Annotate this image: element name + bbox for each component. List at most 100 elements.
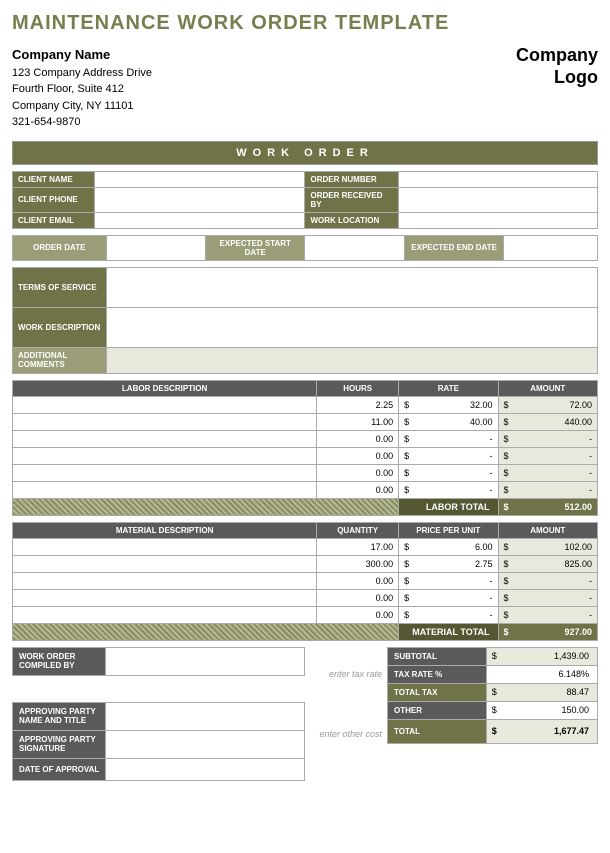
approve-date-input[interactable] [106, 758, 305, 780]
table-cell[interactable]: $- [399, 464, 498, 481]
table-cell[interactable]: $32.00 [399, 396, 498, 413]
other-hint: enter other cost [305, 729, 387, 739]
end-date-input[interactable] [504, 235, 598, 260]
start-date-input[interactable] [305, 235, 404, 260]
table-cell[interactable]: $825.00 [498, 555, 597, 572]
received-by-label: ORDER RECEIVED BY [305, 187, 399, 212]
table-cell[interactable]: $- [498, 481, 597, 498]
compiled-input[interactable] [106, 647, 305, 675]
client-name-input[interactable] [94, 171, 305, 187]
table-cell[interactable]: 0.00 [317, 447, 399, 464]
comments-label: ADDITIONAL COMMENTS [13, 347, 107, 373]
table-cell[interactable] [13, 538, 317, 555]
approve-sig-label: APPROVING PARTY SIGNATURE [13, 730, 106, 758]
work-desc-label: WORK DESCRIPTION [13, 307, 107, 347]
received-by-input[interactable] [399, 187, 598, 212]
labor-total: $512.00 [498, 498, 597, 515]
table-cell[interactable]: 2.25 [317, 396, 399, 413]
material-total: $927.00 [498, 623, 597, 640]
table-cell[interactable]: $- [399, 606, 498, 623]
table-cell[interactable]: $- [399, 481, 498, 498]
table-cell[interactable] [13, 413, 317, 430]
company-addr1: 123 Company Address Drive [12, 65, 152, 82]
work-location-input[interactable] [399, 212, 598, 228]
table-cell[interactable] [13, 555, 317, 572]
table-cell[interactable]: 0.00 [317, 606, 399, 623]
labor-hours-header: HOURS [317, 380, 399, 396]
table-cell[interactable]: $72.00 [498, 396, 597, 413]
hatch-spacer [13, 498, 399, 515]
work-order-bar: WORK ORDER [12, 141, 598, 165]
table-cell[interactable]: $- [399, 572, 498, 589]
company-logo: Company Logo [516, 45, 598, 88]
terms-label: TERMS OF SERVICE [13, 267, 107, 307]
approve-name-input[interactable] [106, 702, 305, 730]
comments-input[interactable] [106, 347, 597, 373]
table-cell[interactable]: $- [399, 447, 498, 464]
table-cell[interactable] [13, 589, 317, 606]
table-cell[interactable]: $440.00 [498, 413, 597, 430]
compiled-label: WORK ORDER COMPILED BY [13, 647, 106, 675]
approval-table: APPROVING PARTY NAME AND TITLE APPROVING… [12, 702, 305, 781]
table-cell[interactable]: $- [498, 606, 597, 623]
order-date-label: ORDER DATE [13, 235, 107, 260]
table-cell[interactable]: 0.00 [317, 464, 399, 481]
mat-qty-header: QUANTITY [317, 522, 399, 538]
hatch-spacer [13, 623, 399, 640]
client-phone-input[interactable] [94, 187, 305, 212]
compiled-table: WORK ORDER COMPILED BY [12, 647, 305, 676]
approve-date-label: DATE OF APPROVAL [13, 758, 106, 780]
table-cell[interactable]: 17.00 [317, 538, 399, 555]
table-cell[interactable] [13, 572, 317, 589]
total-label: TOTAL [388, 719, 487, 743]
table-cell[interactable]: $6.00 [399, 538, 498, 555]
table-cell[interactable]: $- [498, 464, 597, 481]
approve-sig-input[interactable] [106, 730, 305, 758]
company-addr3: Company City, NY 11101 [12, 98, 152, 115]
work-desc-input[interactable] [106, 307, 597, 347]
table-cell[interactable]: $2.75 [399, 555, 498, 572]
table-cell[interactable]: $- [498, 572, 597, 589]
table-cell[interactable]: 0.00 [317, 430, 399, 447]
header: Company Name 123 Company Address Drive F… [12, 45, 598, 131]
table-cell[interactable]: 11.00 [317, 413, 399, 430]
order-number-input[interactable] [399, 171, 598, 187]
other-val[interactable]: $150.00 [486, 701, 597, 719]
table-cell[interactable]: 0.00 [317, 572, 399, 589]
table-cell[interactable]: 0.00 [317, 481, 399, 498]
client-email-input[interactable] [94, 212, 305, 228]
table-cell[interactable]: 300.00 [317, 555, 399, 572]
totaltax-val: $88.47 [486, 683, 597, 701]
table-cell[interactable]: $40.00 [399, 413, 498, 430]
order-date-input[interactable] [106, 235, 205, 260]
table-cell[interactable]: $- [399, 430, 498, 447]
taxrate-val[interactable]: 6.148% [486, 665, 597, 683]
totaltax-label: TOTAL TAX [388, 683, 487, 701]
dates-table: ORDER DATE EXPECTED START DATE EXPECTED … [12, 235, 598, 261]
total-val: $1,677.47 [486, 719, 597, 743]
table-cell[interactable]: $- [498, 589, 597, 606]
table-cell[interactable] [13, 481, 317, 498]
taxrate-label: TAX RATE % [388, 665, 487, 683]
labor-rate-header: RATE [399, 380, 498, 396]
terms-input[interactable] [106, 267, 597, 307]
labor-amount-header: AMOUNT [498, 380, 597, 396]
table-cell[interactable]: $- [498, 430, 597, 447]
subtotal-label: SUBTOTAL [388, 647, 487, 665]
table-cell[interactable] [13, 396, 317, 413]
table-cell[interactable] [13, 606, 317, 623]
table-cell[interactable] [13, 447, 317, 464]
table-cell[interactable] [13, 464, 317, 481]
client-name-label: CLIENT NAME [13, 171, 95, 187]
table-cell[interactable] [13, 430, 317, 447]
description-table: TERMS OF SERVICE WORK DESCRIPTION ADDITI… [12, 267, 598, 374]
subtotal-val: $1,439.00 [486, 647, 597, 665]
table-cell[interactable]: 0.00 [317, 589, 399, 606]
mat-desc-header: MATERIAL DESCRIPTION [13, 522, 317, 538]
table-cell[interactable]: $- [498, 447, 597, 464]
mat-price-header: PRICE PER UNIT [399, 522, 498, 538]
tax-hint: enter tax rate [305, 669, 387, 679]
table-cell[interactable]: $- [399, 589, 498, 606]
other-label: OTHER [388, 701, 487, 719]
table-cell[interactable]: $102.00 [498, 538, 597, 555]
